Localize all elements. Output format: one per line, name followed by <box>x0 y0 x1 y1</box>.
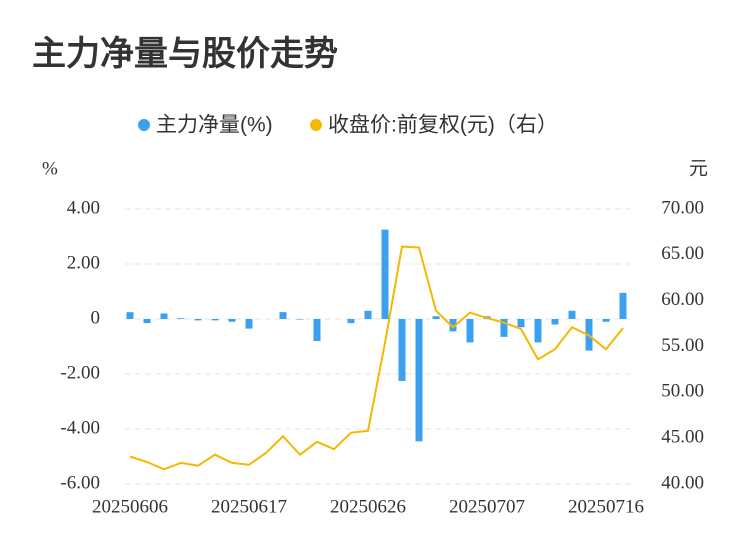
x-tick-label: 20250716 <box>568 496 644 517</box>
bar <box>296 319 304 320</box>
y-tick-label: -4.00 <box>60 417 100 438</box>
bar <box>568 310 576 319</box>
bar <box>602 319 610 322</box>
bar <box>143 319 151 324</box>
y-unit: % <box>42 158 58 179</box>
y-tick-label: 4.00 <box>67 197 100 218</box>
legend-label: 主力净量(%) <box>156 114 273 137</box>
bar <box>126 312 134 319</box>
bar <box>279 312 287 319</box>
x-tick-label: 20250626 <box>330 496 406 517</box>
y2-tick-label: 60.00 <box>661 289 704 310</box>
y2-tick-label: 70.00 <box>661 197 704 218</box>
bar <box>364 310 372 319</box>
x-tick-label: 20250707 <box>449 496 525 517</box>
legend-label: 收盘价:前复权(元)（右） <box>328 114 558 137</box>
y2-tick-label: 40.00 <box>661 472 704 493</box>
y2-tick-label: 50.00 <box>661 381 704 402</box>
y-tick-label: 2.00 <box>67 252 100 273</box>
legend-marker <box>138 119 150 131</box>
x-tick-label: 20250606 <box>92 496 168 517</box>
bar <box>211 319 219 321</box>
y-tick-label: -2.00 <box>60 362 100 383</box>
bar <box>177 318 185 319</box>
y2-unit: 元 <box>689 158 708 179</box>
y-tick-label: 0 <box>91 307 101 328</box>
bar <box>449 319 457 332</box>
y2-tick-label: 65.00 <box>661 243 704 264</box>
bar <box>517 319 525 328</box>
x-tick-label: 20250617 <box>211 496 287 517</box>
bar <box>466 319 474 343</box>
bar <box>313 319 321 341</box>
legend: 主力净量(%) 收盘价:前复权(元)（右） <box>138 114 558 137</box>
bar <box>160 313 168 319</box>
bar <box>245 319 253 329</box>
bar <box>347 319 355 324</box>
bar <box>194 319 202 321</box>
price-line <box>129 245 624 471</box>
bar <box>415 319 423 442</box>
y2-tick-label: 55.00 <box>661 335 704 356</box>
bar <box>228 319 236 322</box>
bar <box>551 319 559 325</box>
y2-tick-label: 45.00 <box>661 427 704 448</box>
y-tick-label: -6.00 <box>60 472 100 493</box>
bar <box>398 319 406 381</box>
bar <box>500 319 508 337</box>
legend-marker <box>310 119 322 131</box>
bar <box>432 316 440 319</box>
bar <box>619 292 627 319</box>
chart-title: 主力净量与股价走势 <box>32 35 338 73</box>
bar <box>381 229 389 319</box>
bar <box>534 319 542 343</box>
